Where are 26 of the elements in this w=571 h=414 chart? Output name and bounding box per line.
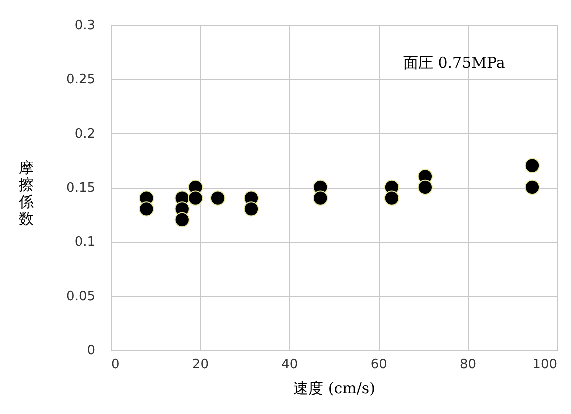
x-tick-label: 60 xyxy=(370,358,388,372)
point xyxy=(210,190,226,206)
y-tick-label: 0.2 xyxy=(74,126,96,142)
y-tick-label: 0.1 xyxy=(74,235,96,250)
point xyxy=(524,158,540,174)
x-tick-label: 0 xyxy=(112,358,120,372)
point xyxy=(313,190,328,206)
point xyxy=(174,212,190,228)
y-axis-title: 摩擦係数 xyxy=(18,159,34,228)
point xyxy=(139,202,154,217)
x-tick-label: 40 xyxy=(282,358,298,372)
point xyxy=(524,180,540,196)
point xyxy=(244,202,260,217)
x-tick-label: 20 xyxy=(192,358,209,372)
y-tick-label: 0.3 xyxy=(74,18,96,34)
x-tick-label: 80 xyxy=(460,358,477,372)
point xyxy=(384,190,400,206)
y-tick-label: 0.25 xyxy=(66,72,96,88)
point xyxy=(418,180,433,196)
x-axis-title: 速度 (cm/s) xyxy=(294,380,376,398)
x-tick-label: 100 xyxy=(532,358,558,372)
y-tick-label: 0.05 xyxy=(66,289,96,304)
y-tick-label: 0 xyxy=(87,344,96,358)
y-tick-label: 0.15 xyxy=(66,181,96,196)
point xyxy=(188,190,204,206)
annotation: 面圧 0.75MPa xyxy=(403,54,506,72)
